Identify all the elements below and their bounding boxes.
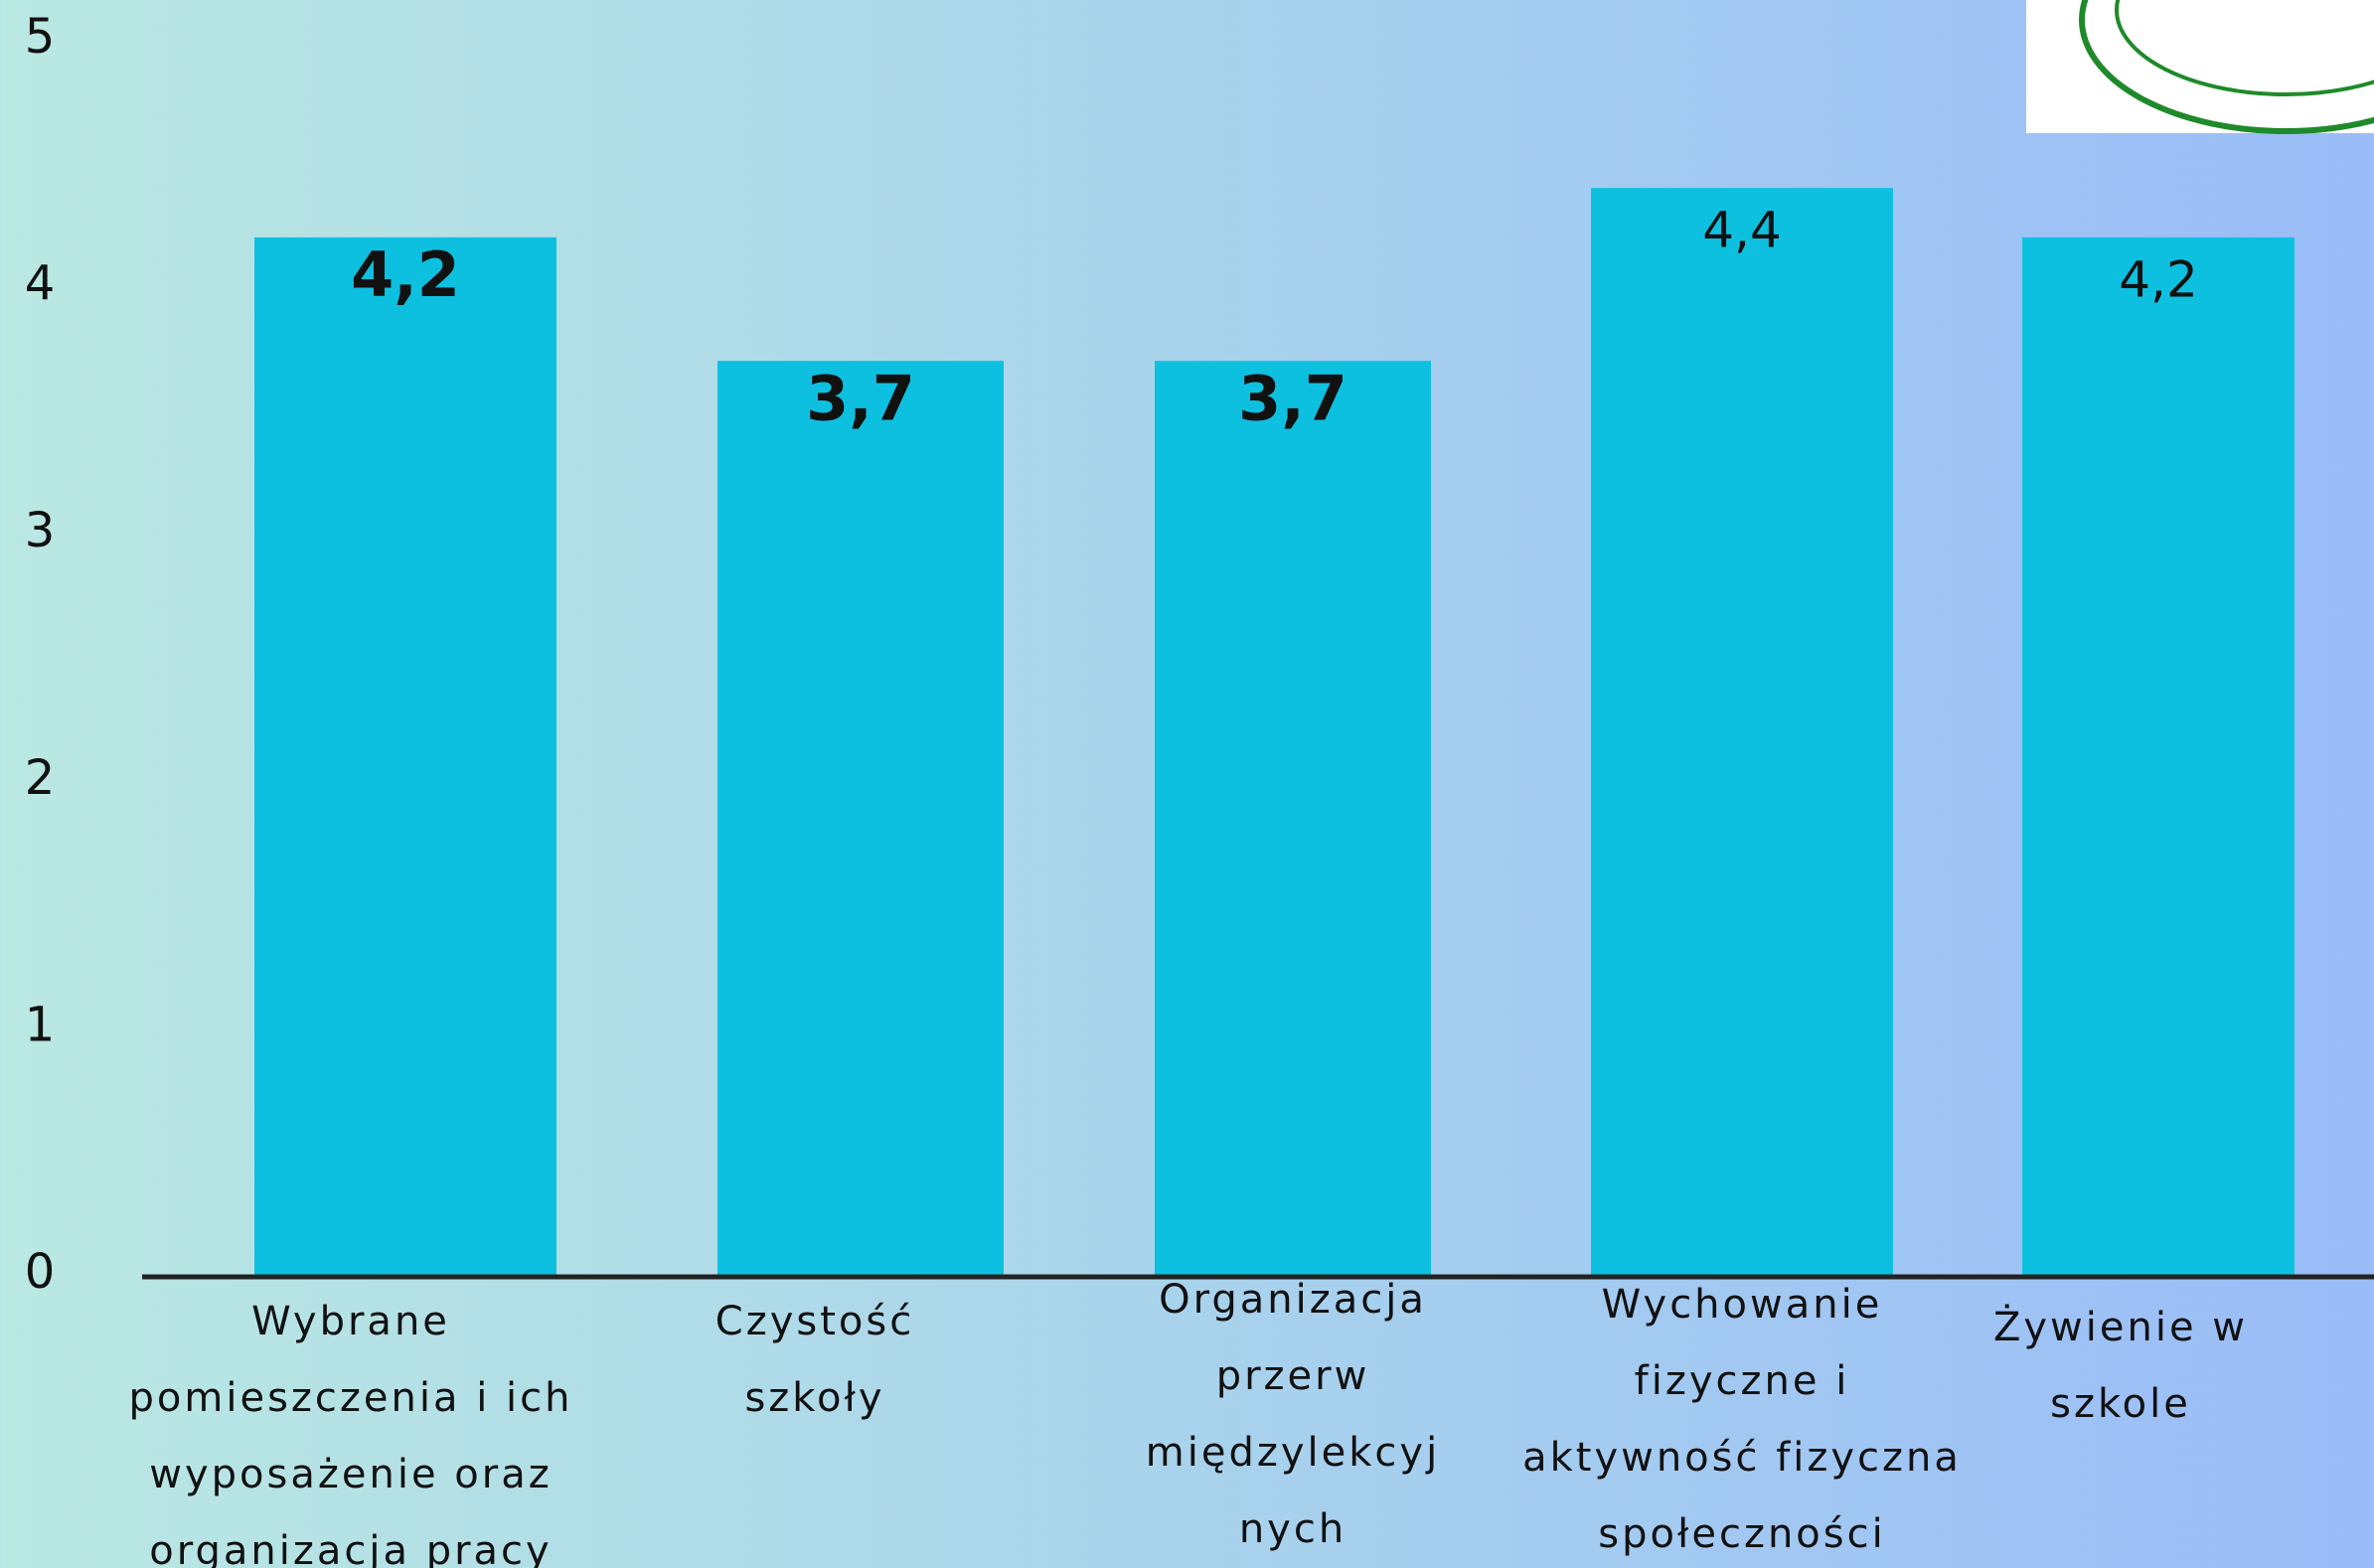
x-tick-label: Wybrane pomieszczenia i ich wyposażenie … xyxy=(128,1299,573,1568)
y-tick-label: 1 xyxy=(25,997,56,1052)
y-tick-label: 2 xyxy=(25,750,56,806)
x-tick-label: Organizacja przerw międzylekcyj nych xyxy=(1145,1277,1441,1552)
value-label: 3,7 xyxy=(806,362,915,434)
y-tick-label: 5 xyxy=(25,9,56,65)
bar xyxy=(717,361,1004,1275)
bar xyxy=(1591,188,1893,1275)
x-tick-label: Żywienie w szkole xyxy=(1992,1305,2248,1427)
bar xyxy=(2022,236,2295,1275)
y-tick-label: 4 xyxy=(25,256,56,312)
bar xyxy=(254,236,556,1275)
y-tick-label: 3 xyxy=(25,503,56,558)
logo-ring xyxy=(2115,0,2374,96)
logo-ring xyxy=(2079,0,2374,134)
value-label: 4,2 xyxy=(2119,250,2198,308)
value-label: 3,7 xyxy=(1238,362,1347,434)
bar xyxy=(1155,361,1431,1275)
value-label: 4,2 xyxy=(351,238,460,311)
logo-background xyxy=(2026,0,2374,133)
x-tick-label: Wychowanie fizyczne i aktywność fizyczna… xyxy=(1522,1282,1962,1557)
value-label: 4,4 xyxy=(1702,202,1782,259)
y-tick-label: 0 xyxy=(25,1244,56,1300)
x-tick-label: Czystość szkoły xyxy=(714,1299,915,1421)
